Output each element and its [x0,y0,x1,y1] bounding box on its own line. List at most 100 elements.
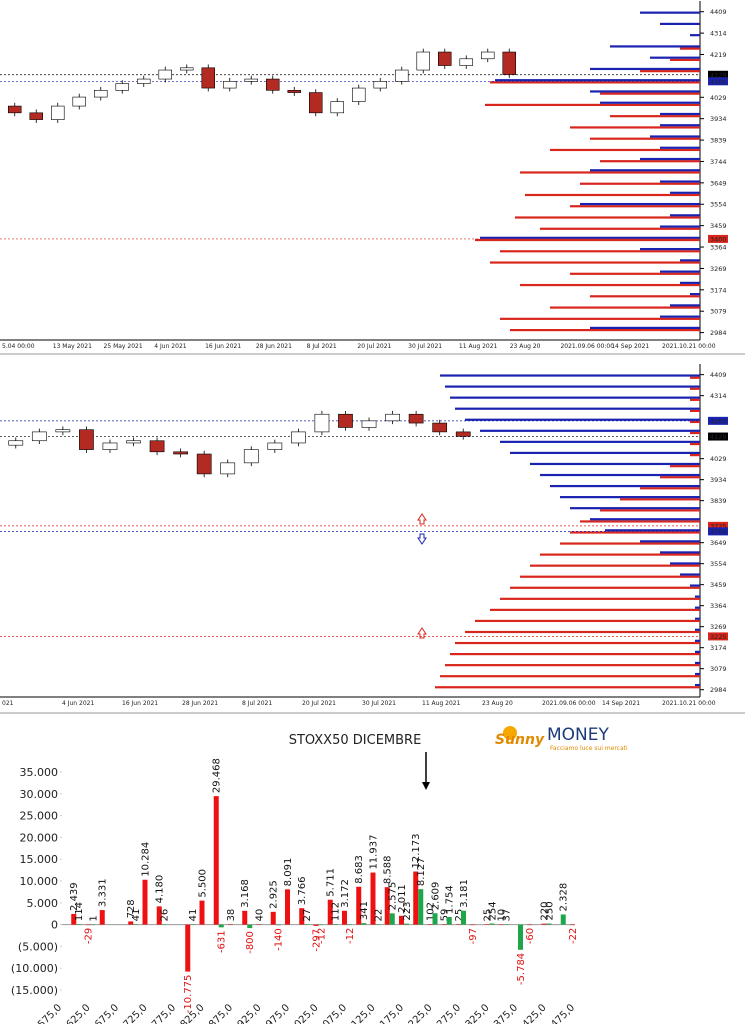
x-tick-label: 8 Jul 2021 [307,343,337,350]
y-tick-label: 3934 [710,476,727,484]
x-tick-label: 5.04 00:00 [2,343,35,350]
marker-label: 3725 [710,522,727,530]
x-tick-label: 30 Jul 2021 [362,700,396,707]
x-tick-label: 16 Jun 2021 [205,343,241,350]
call-bar [660,146,700,149]
bar [156,906,162,925]
put-bar [570,272,700,275]
put-bar [690,398,700,401]
candle-body [201,67,216,89]
put-bar [550,148,700,152]
put-bar [490,81,700,84]
candle-body [351,87,366,102]
candle-body [115,83,130,91]
data-label: 4.180 [155,875,166,904]
put-bar [670,58,700,61]
call-bar [660,124,700,127]
up-arrow [417,627,427,639]
data-label: 223 [402,902,413,921]
candle-body [373,81,387,89]
y-tick-label: 15.000 [20,853,59,866]
data-label: 102 [426,902,437,921]
bar [527,924,533,926]
x-tick-label: 2021.10.21 00:00 [662,700,716,707]
bar [461,910,466,925]
data-label: -60 [525,928,536,944]
pointer-head [422,782,430,790]
data-label: 41 [188,909,199,922]
candle-body [437,51,452,66]
candle-body [314,413,330,433]
candle-body [394,69,409,82]
candle-body [265,78,280,91]
call-bar [690,34,700,37]
candle-body [55,429,71,433]
data-label: 341 [359,901,370,920]
bar [347,924,352,926]
data-label: 3.331 [98,878,109,907]
put-bar [475,238,700,242]
put-bar [570,126,700,129]
put-bar [445,664,700,667]
put-bar [485,103,700,107]
call-bar [445,385,700,388]
bar [299,908,305,925]
y-tick-label: 3079 [710,308,727,316]
x-tick-label: 4 Jun 2021 [154,343,186,350]
y-tick-label: 3079 [710,665,727,673]
data-label: -5.784 [516,953,527,985]
bar [213,796,219,925]
marker-label: 4129 [710,71,727,79]
candle-body [408,413,424,424]
data-label: -12 [317,928,328,944]
data-label: 59 [440,909,451,922]
put-bar [690,420,700,424]
data-label: 254 [488,901,499,920]
marker-box [708,416,728,425]
bar [228,924,233,925]
y-tick-label: 3554 [710,201,727,209]
data-label: 8.588 [383,856,394,885]
bar [71,913,77,925]
bar [342,910,347,925]
call-bar [610,45,700,48]
put-bar [590,137,700,140]
up-arrow [417,513,427,525]
candle-body [267,442,283,450]
x-tick-label: 23 Aug 20 [482,700,513,707]
candle-body [338,413,353,428]
data-label: 41 [131,909,142,922]
marker-label: 4200 [710,417,727,425]
y-tick-label: 3554 [710,560,727,568]
call-bar [605,529,700,532]
candle-body [385,413,400,422]
marker-label: 4129 [710,433,727,441]
y-tick-label: 4409 [710,371,727,379]
bar [432,913,438,925]
x-tick-label: 28 Jun 2021 [256,343,292,350]
candle-body [31,431,47,442]
call-bar [670,562,700,565]
data-label: 22 [374,909,385,922]
put-bar [580,520,700,523]
bar [161,924,167,925]
call-bar [550,484,700,488]
y-tick-label: 3364 [710,602,727,610]
data-label: 10.284 [141,842,152,877]
data-label: 250 [545,901,556,920]
x-tick-label: 2021.09.06 00:00 [560,343,614,350]
y-tick-label: (5.000) [18,940,58,953]
put-bar [520,283,700,287]
y-tick-label: 3934 [710,115,727,123]
bar [285,889,290,925]
y-tick-label: 35.000 [20,766,59,779]
candle-body [94,90,108,98]
bar [456,924,461,925]
logo-sun [503,726,517,740]
call-bar [600,101,700,104]
candle-body [158,69,173,80]
y-tick-label: 30.000 [20,788,59,801]
call-bar [465,418,700,421]
call-bar [480,236,700,239]
bar [270,911,276,925]
